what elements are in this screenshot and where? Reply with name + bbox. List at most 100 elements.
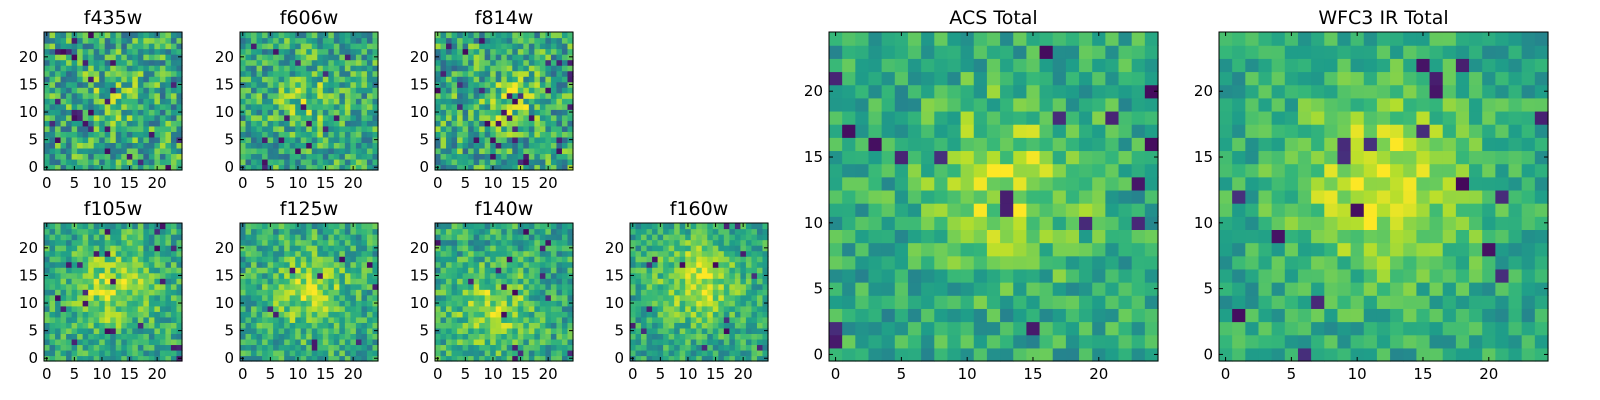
- heatmap-cell: [561, 289, 569, 296]
- heatmap-cell: [550, 349, 558, 357]
- heatmap-cell: [468, 300, 475, 307]
- heatmap-cell: [328, 131, 335, 138]
- heatmap-cell: [534, 92, 541, 99]
- heatmap-cell: [60, 349, 67, 357]
- heatmap-cell: [311, 239, 318, 246]
- heatmap-cell: [1079, 308, 1093, 323]
- heatmap-cell: [93, 234, 100, 241]
- heatmap-cell: [251, 92, 258, 99]
- heatmap-cell: [289, 245, 296, 252]
- heatmap-cell: [635, 300, 642, 307]
- heatmap-cell: [718, 283, 725, 290]
- heatmap-cell: [137, 109, 144, 116]
- heatmap-cell: [104, 109, 111, 116]
- heatmap-cell: [71, 54, 78, 61]
- heatmap-cell: [240, 125, 247, 132]
- heatmap-cell: [71, 322, 78, 329]
- heatmap-cell: [71, 103, 78, 110]
- heatmap-cell: [311, 228, 318, 235]
- heatmap-cell: [907, 150, 922, 165]
- heatmap-cell: [240, 256, 247, 263]
- heatmap-cell: [685, 267, 692, 274]
- heatmap-cell: [121, 48, 128, 55]
- heatmap-cell: [66, 103, 73, 110]
- heatmap-cell: [468, 164, 475, 171]
- heatmap-cell: [328, 239, 335, 246]
- heatmap-cell: [446, 142, 453, 149]
- heatmap-cell: [1092, 255, 1106, 270]
- heatmap-cell: [115, 300, 122, 307]
- heatmap-cell: [372, 59, 379, 66]
- heatmap-cell: [71, 234, 78, 241]
- heatmap-cell: [534, 81, 541, 88]
- heatmap-cell: [88, 103, 95, 110]
- heatmap-cell: [1000, 189, 1014, 204]
- heatmap-cell: [71, 261, 78, 268]
- heatmap-cell: [550, 147, 558, 155]
- heatmap-cell: [973, 242, 988, 257]
- heatmap-cell: [556, 234, 563, 241]
- heatmap-cell: [355, 59, 363, 66]
- heatmap-cell: [372, 37, 379, 44]
- heatmap-cell: [960, 268, 975, 283]
- heatmap-cell: [154, 136, 161, 143]
- heatmap-cell: [49, 76, 56, 83]
- heatmap-cell: [110, 316, 117, 323]
- heatmap-cell: [550, 355, 558, 362]
- heatmap-cell: [300, 234, 307, 241]
- heatmap-cell: [115, 261, 122, 268]
- heatmap-cell: [267, 59, 274, 66]
- heatmap-cell: [723, 344, 730, 351]
- heatmap-cell: [262, 355, 269, 362]
- heatmap-cell: [473, 65, 480, 72]
- heatmap-cell: [289, 256, 296, 263]
- heatmap-cell: [734, 234, 741, 241]
- y-tick-label: 10: [215, 294, 234, 312]
- heatmap-cell: [88, 327, 95, 334]
- heatmap-cell: [506, 261, 513, 268]
- heatmap-cell: [446, 256, 453, 263]
- heatmap-cell: [126, 234, 133, 241]
- heatmap-cell: [121, 114, 128, 121]
- heatmap-cell: [556, 164, 563, 171]
- heatmap-cell: [115, 245, 122, 252]
- heatmap-cell: [99, 120, 106, 127]
- heatmap-cell: [468, 267, 475, 274]
- heatmap-cell: [66, 349, 73, 357]
- heatmap-cell: [110, 349, 117, 357]
- heatmap-cell: [60, 289, 67, 296]
- heatmap-cell: [545, 92, 552, 99]
- heatmap-cell: [170, 120, 178, 127]
- heatmap-cell: [355, 311, 363, 318]
- heatmap-cell: [556, 250, 563, 257]
- heatmap-cell: [148, 43, 155, 50]
- heatmap-cell: [534, 272, 541, 279]
- heatmap-cell: [652, 245, 659, 252]
- heatmap-cell: [517, 59, 524, 66]
- heatmap-cell: [517, 272, 524, 279]
- heatmap-cell: [148, 316, 155, 323]
- heatmap-cell: [49, 120, 56, 127]
- heatmap-cell: [278, 120, 285, 127]
- heatmap-cell: [44, 228, 51, 235]
- heatmap-cell: [300, 333, 307, 340]
- heatmap-cell: [295, 322, 302, 329]
- heatmap-cell: [440, 234, 447, 241]
- heatmap-cell: [115, 239, 122, 246]
- heatmap-cell: [361, 70, 368, 77]
- heatmap-cell: [77, 349, 84, 357]
- heatmap-cell: [77, 256, 84, 263]
- heatmap-cell: [99, 109, 106, 116]
- heatmap-cell: [479, 98, 486, 105]
- heatmap-cell: [517, 228, 524, 235]
- heatmap-cell: [567, 333, 574, 340]
- heatmap-cell: [355, 54, 363, 61]
- heatmap-cell: [350, 153, 357, 160]
- heatmap-cell: [473, 48, 480, 55]
- heatmap-cell: [501, 228, 508, 235]
- heatmap-cell: [545, 70, 552, 77]
- heatmap-cell: [1052, 282, 1067, 296]
- heatmap-cell: [104, 48, 111, 55]
